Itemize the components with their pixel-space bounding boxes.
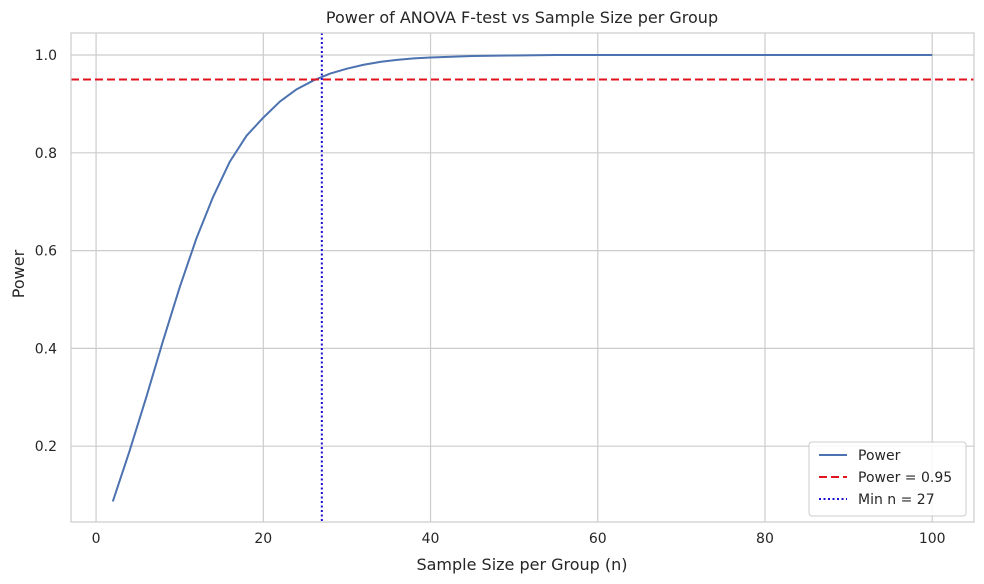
y-tick-label: 0.2 [35,439,57,455]
legend: Power Power = 0.95 Min n = 27 [808,441,967,517]
y-axis-title: Power [9,249,28,298]
legend-label: Min n = 27 [858,492,935,508]
chart-title: Power of ANOVA F-test vs Sample Size per… [326,8,718,27]
plot-area-frame [70,32,975,523]
y-tick-label: 0.8 [35,146,57,162]
power-series-line [111,54,933,502]
legend-label: Power [858,448,901,464]
y-tick-labels: 0.2 0.4 0.6 0.8 1.0 [35,48,57,455]
x-tick-label: 40 [422,531,440,547]
plot-lines [71,33,974,522]
legend-label: Power = 0.95 [858,470,952,486]
x-axis-title: Sample Size per Group (n) [416,555,627,574]
x-tick-label: 100 [919,531,946,547]
x-tick-label: 20 [254,531,272,547]
y-tick-label: 0.6 [35,244,57,260]
x-tick-label: 80 [756,531,774,547]
y-tick-label: 0.4 [35,341,57,357]
legend-box [808,441,967,517]
x-tick-label: 60 [589,531,607,547]
y-tick-label: 1.0 [35,48,57,64]
x-tick-labels: 0 20 40 60 80 100 [92,531,946,547]
x-tick-label: 0 [92,531,101,547]
